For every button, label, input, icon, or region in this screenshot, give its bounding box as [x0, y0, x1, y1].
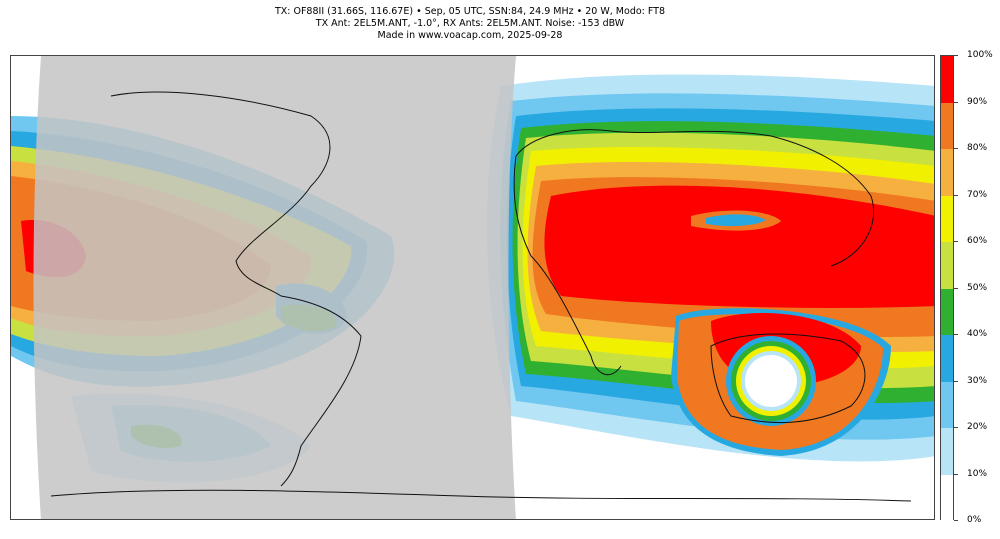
map-title-line-1: TX: OF88II (31.66S, 116.67E) • Sep, 05 U… [274, 6, 666, 17]
legend-tick-label: 0% [967, 515, 982, 525]
legend-swatch [941, 242, 953, 289]
legend-tick-label: 20% [967, 422, 988, 432]
legend-tick-label: 80% [967, 143, 988, 153]
legend-swatch [941, 381, 953, 428]
legend-tick-label: 30% [967, 375, 988, 386]
legend-swatch [941, 149, 953, 196]
legend-tick-label: 90% [967, 96, 988, 107]
legend-tick-label: 100% [967, 50, 993, 60]
legend-swatch [941, 195, 953, 242]
legend-tick-mark [954, 241, 958, 242]
legend-tick-mark [954, 473, 958, 475]
legend-tick-label: 10% [967, 468, 988, 479]
legend-tick-mark [954, 148, 958, 149]
coverage-australia-ring [671, 308, 891, 456]
coastlines [50, 91, 912, 502]
legend-tick-mark [954, 287, 958, 289]
map-title-line-2: TX Ant: 2EL5M.ANT, -1.0°, RX Ants: 2EL5M… [315, 18, 625, 29]
legend-swatch [941, 288, 953, 335]
legend-tick-mark [954, 194, 958, 196]
legend-tick-mark [954, 520, 958, 521]
legend-tick-label: 60% [967, 236, 988, 246]
legend-swatch [941, 428, 953, 475]
legend-tick-mark [954, 55, 958, 56]
night-terminator-shade [33, 56, 516, 519]
legend-swatch [941, 474, 953, 521]
map-title-line-3: Made in www.voacap.com, 2025-09-28 [377, 30, 563, 41]
legend-swatch [941, 335, 953, 382]
legend-tick-label: 40% [967, 329, 988, 339]
legend-tick-label: 70% [967, 189, 988, 200]
legend-tick-mark [954, 380, 958, 382]
color-legend-bar [940, 55, 954, 521]
legend-swatch [941, 102, 953, 149]
legend-tick-mark [954, 334, 958, 335]
coverage-map [10, 55, 935, 520]
legend-swatch [941, 56, 953, 103]
legend-tick-mark [954, 101, 958, 103]
legend-tick-mark [954, 427, 958, 428]
legend-tick-label: 50% [967, 282, 988, 293]
